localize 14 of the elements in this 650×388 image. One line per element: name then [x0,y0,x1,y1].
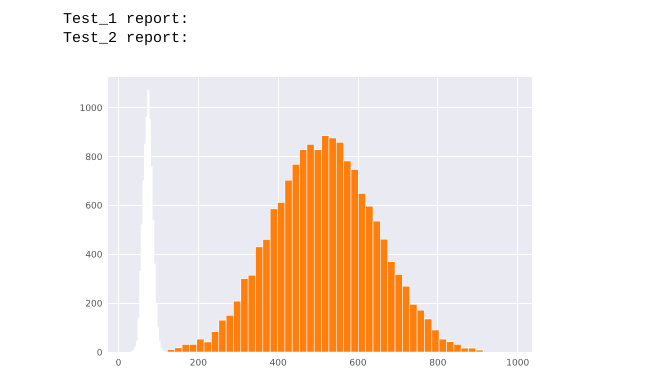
chart-subtitle: Test_2 report: [63,30,190,47]
x-tick-label: 0 [116,358,122,368]
y-tick-label: 400 [85,250,103,261]
x-tick-label: 400 [270,358,288,368]
x-tick-label: 800 [429,358,447,368]
x-tick-label: 600 [349,358,367,368]
y-tick-label: 0 [96,348,103,358]
y-tick-label: 800 [85,152,103,163]
y-tick-label: 1000 [80,104,103,114]
chart-title: Test_1 report: [63,11,190,28]
x-tick-label: 1000 [506,358,530,368]
y-tick-label: 200 [85,300,103,310]
y-tick-label: 600 [85,202,103,212]
x-tick-label: 200 [190,358,208,368]
